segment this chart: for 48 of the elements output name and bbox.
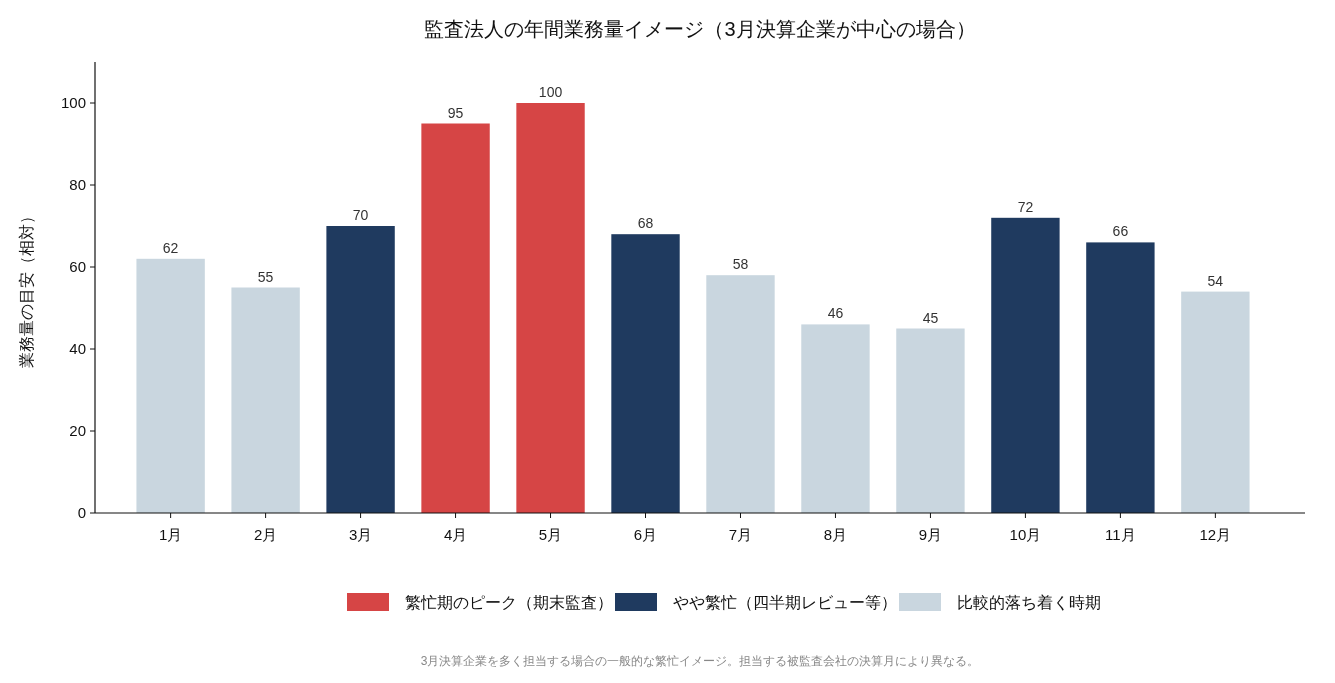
data-label: 46 <box>827 305 844 322</box>
chart-title: 監査法人の年間業務量イメージ（3月決算企業が中心の場合） <box>424 18 976 40</box>
bar <box>1086 242 1155 513</box>
data-label: 68 <box>637 215 654 232</box>
y-tick-label: 0 <box>77 504 86 521</box>
x-tick-label: 9月 <box>918 526 943 543</box>
y-tick-label: 80 <box>69 176 86 193</box>
x-tick-label: 7月 <box>728 526 753 543</box>
y-tick-label: 20 <box>69 422 86 439</box>
bar <box>1181 291 1250 513</box>
y-axis-title: 業務量の目安（相対） <box>18 207 35 368</box>
legend-label: 比較的落ち着く時期 <box>957 594 1101 611</box>
legend-label: 繁忙期のピーク（期末監査） <box>405 594 613 611</box>
bar <box>706 275 775 513</box>
data-label: 55 <box>257 268 274 285</box>
data-label: 100 <box>538 84 563 100</box>
y-tick-label: 60 <box>69 258 86 275</box>
bar <box>991 217 1060 513</box>
data-label: 66 <box>1112 223 1129 240</box>
bar <box>421 123 490 513</box>
y-tick-label: 40 <box>69 340 86 357</box>
x-tick-label: 8月 <box>823 526 848 543</box>
x-tick-label: 6月 <box>633 526 658 543</box>
x-tick-label: 5月 <box>538 526 563 543</box>
bar <box>896 328 965 513</box>
x-tick-label: 10月 <box>1009 526 1042 543</box>
bar <box>801 324 870 513</box>
data-label: 62 <box>162 239 179 256</box>
data-label: 72 <box>1017 198 1034 215</box>
data-label: 54 <box>1207 272 1224 289</box>
x-tick-label: 4月 <box>443 526 468 543</box>
data-label: 70 <box>352 207 369 223</box>
bar <box>516 103 585 513</box>
x-tick-label: 2月 <box>253 526 278 543</box>
x-tick-label: 11月 <box>1105 526 1136 543</box>
x-tick-label: 3月 <box>348 526 373 543</box>
data-label: 95 <box>447 104 464 121</box>
y-tick-label: 100 <box>60 94 86 111</box>
text: 3月決算企業を多く担当する場合の一般的な繁忙イメージ。担当する被監査会社の決算月により異なる。 <box>420 654 980 668</box>
x-tick-label: 12月 <box>1199 526 1232 543</box>
legend-label: やや繁忙（四半期レビュー等） <box>673 594 897 611</box>
data-label: 45 <box>922 309 939 326</box>
bar <box>231 287 300 513</box>
x-tick-label: 1月 <box>158 526 183 543</box>
bar <box>136 258 205 513</box>
data-label: 58 <box>732 256 749 273</box>
bar <box>326 226 395 513</box>
bar <box>611 234 680 513</box>
